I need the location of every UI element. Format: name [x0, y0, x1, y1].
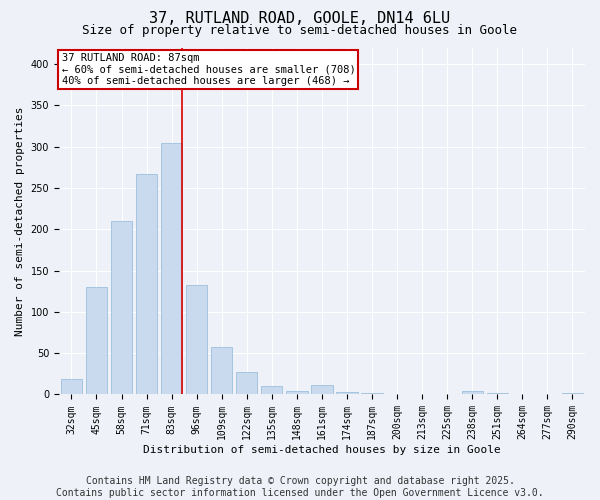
Bar	[161, 142, 182, 394]
Bar	[61, 379, 82, 394]
Bar	[487, 393, 508, 394]
Bar	[461, 391, 483, 394]
Text: Contains HM Land Registry data © Crown copyright and database right 2025.
Contai: Contains HM Land Registry data © Crown c…	[56, 476, 544, 498]
Bar	[311, 384, 332, 394]
Bar	[337, 392, 358, 394]
Bar	[136, 174, 157, 394]
Bar	[286, 391, 308, 394]
Text: 37 RUTLAND ROAD: 87sqm
← 60% of semi-detached houses are smaller (708)
40% of se: 37 RUTLAND ROAD: 87sqm ← 60% of semi-det…	[62, 52, 355, 86]
Bar	[86, 287, 107, 395]
Y-axis label: Number of semi-detached properties: Number of semi-detached properties	[15, 106, 25, 336]
Bar	[261, 386, 283, 394]
Bar	[186, 286, 208, 395]
Bar	[361, 393, 383, 394]
X-axis label: Distribution of semi-detached houses by size in Goole: Distribution of semi-detached houses by …	[143, 445, 501, 455]
Text: Size of property relative to semi-detached houses in Goole: Size of property relative to semi-detach…	[83, 24, 517, 37]
Bar	[211, 348, 232, 395]
Text: 37, RUTLAND ROAD, GOOLE, DN14 6LU: 37, RUTLAND ROAD, GOOLE, DN14 6LU	[149, 11, 451, 26]
Bar	[562, 393, 583, 394]
Bar	[236, 372, 257, 394]
Bar	[111, 221, 132, 394]
